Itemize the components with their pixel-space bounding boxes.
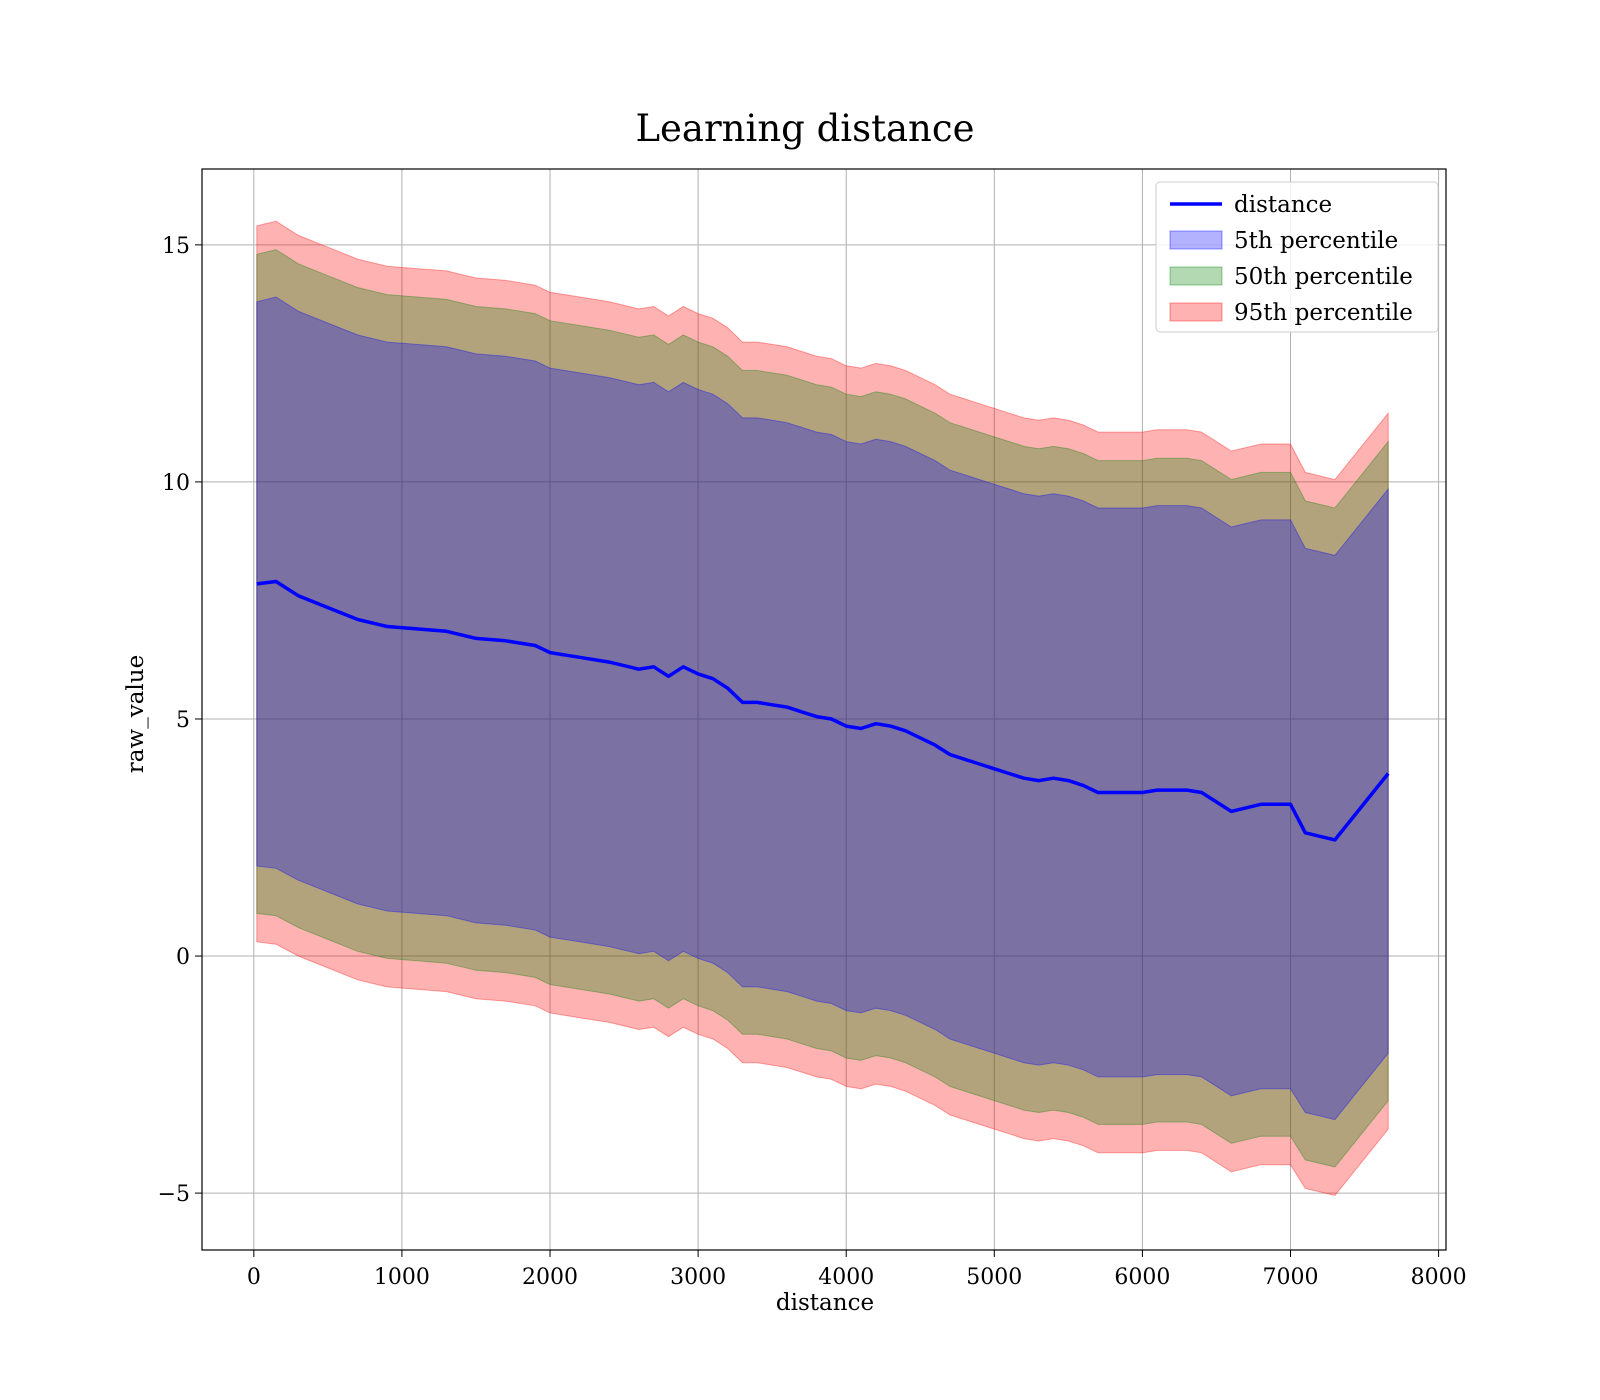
- y-tick-label: 0: [176, 945, 190, 970]
- x-tick-label: 0: [247, 1265, 261, 1290]
- chart-title: Learning distance: [635, 107, 974, 150]
- x-tick-label: 5000: [966, 1265, 1022, 1290]
- legend-box: [1155, 181, 1439, 333]
- band-5th-percentile: [256, 296, 1389, 1121]
- axis-ticks: 0 1000 2000 3000 4000 5000 6000 7000 8000 −5 0 5 10 1…: [158, 234, 1467, 1290]
- legend: distance 5th percentile 50th percentile 95t…: [1155, 181, 1439, 333]
- x-tick-label: 6000: [1114, 1265, 1170, 1290]
- x-axis-label: distance: [776, 1290, 874, 1316]
- legend-label: distance: [1234, 192, 1332, 218]
- legend-swatch: [1169, 230, 1223, 250]
- legend-swatch: [1169, 302, 1223, 322]
- y-tick-label: 10: [162, 471, 190, 496]
- y-tick-label: 5: [176, 708, 190, 733]
- legend-swatch: [1169, 266, 1223, 286]
- legend-label: 5th percentile: [1234, 228, 1398, 254]
- distance-series: [256, 579, 1390, 842]
- band-95th-percentile: [256, 220, 1389, 1197]
- legend-label: 95th percentile: [1234, 300, 1413, 326]
- x-tick-label: 4000: [818, 1265, 874, 1290]
- x-tick-label: 3000: [670, 1265, 726, 1290]
- percentile-bands: [256, 220, 1389, 1197]
- x-tick-label: 1000: [374, 1265, 430, 1290]
- series-line-distance: [256, 579, 1390, 842]
- plot-frame: [201, 168, 1447, 1251]
- y-tick-label: −5: [158, 1182, 190, 1207]
- x-tick-label: 8000: [1411, 1265, 1467, 1290]
- y-axis-label: raw_value: [123, 655, 149, 773]
- x-tick-label: 7000: [1263, 1265, 1319, 1290]
- x-tick-label: 2000: [522, 1265, 578, 1290]
- band-50th-percentile: [256, 249, 1389, 1168]
- legend-label: 50th percentile: [1234, 264, 1413, 290]
- y-tick-label: 15: [162, 234, 190, 259]
